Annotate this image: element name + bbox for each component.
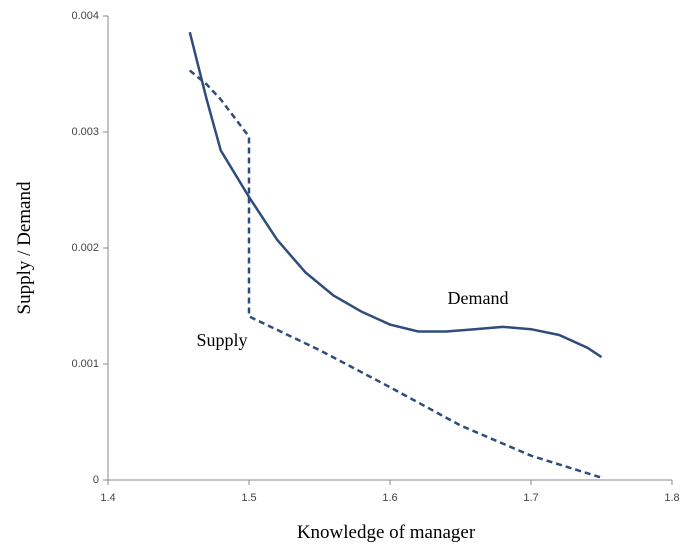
x-tick-label: 1.4 xyxy=(100,492,115,504)
demand-label: Demand xyxy=(448,288,509,308)
y-tick-label: 0.002 xyxy=(71,242,99,254)
x-tick-label: 1.5 xyxy=(241,492,256,504)
y-tick-label: 0.004 xyxy=(71,10,99,22)
x-tick-label: 1.6 xyxy=(382,492,397,504)
y-tick-label: 0.003 xyxy=(71,126,99,138)
y-tick-label: 0 xyxy=(93,474,99,486)
line-demand xyxy=(188,31,603,359)
y-axis-title: Supply / Demand xyxy=(14,181,35,314)
x-axis-title: Knowledge of manager xyxy=(297,522,476,543)
x-tick-label: 1.7 xyxy=(523,492,538,504)
y-tick-label: 0.001 xyxy=(71,358,99,370)
supply-label: Supply xyxy=(196,330,247,350)
line-supply xyxy=(188,69,602,479)
x-tick-label: 1.8 xyxy=(664,492,679,504)
